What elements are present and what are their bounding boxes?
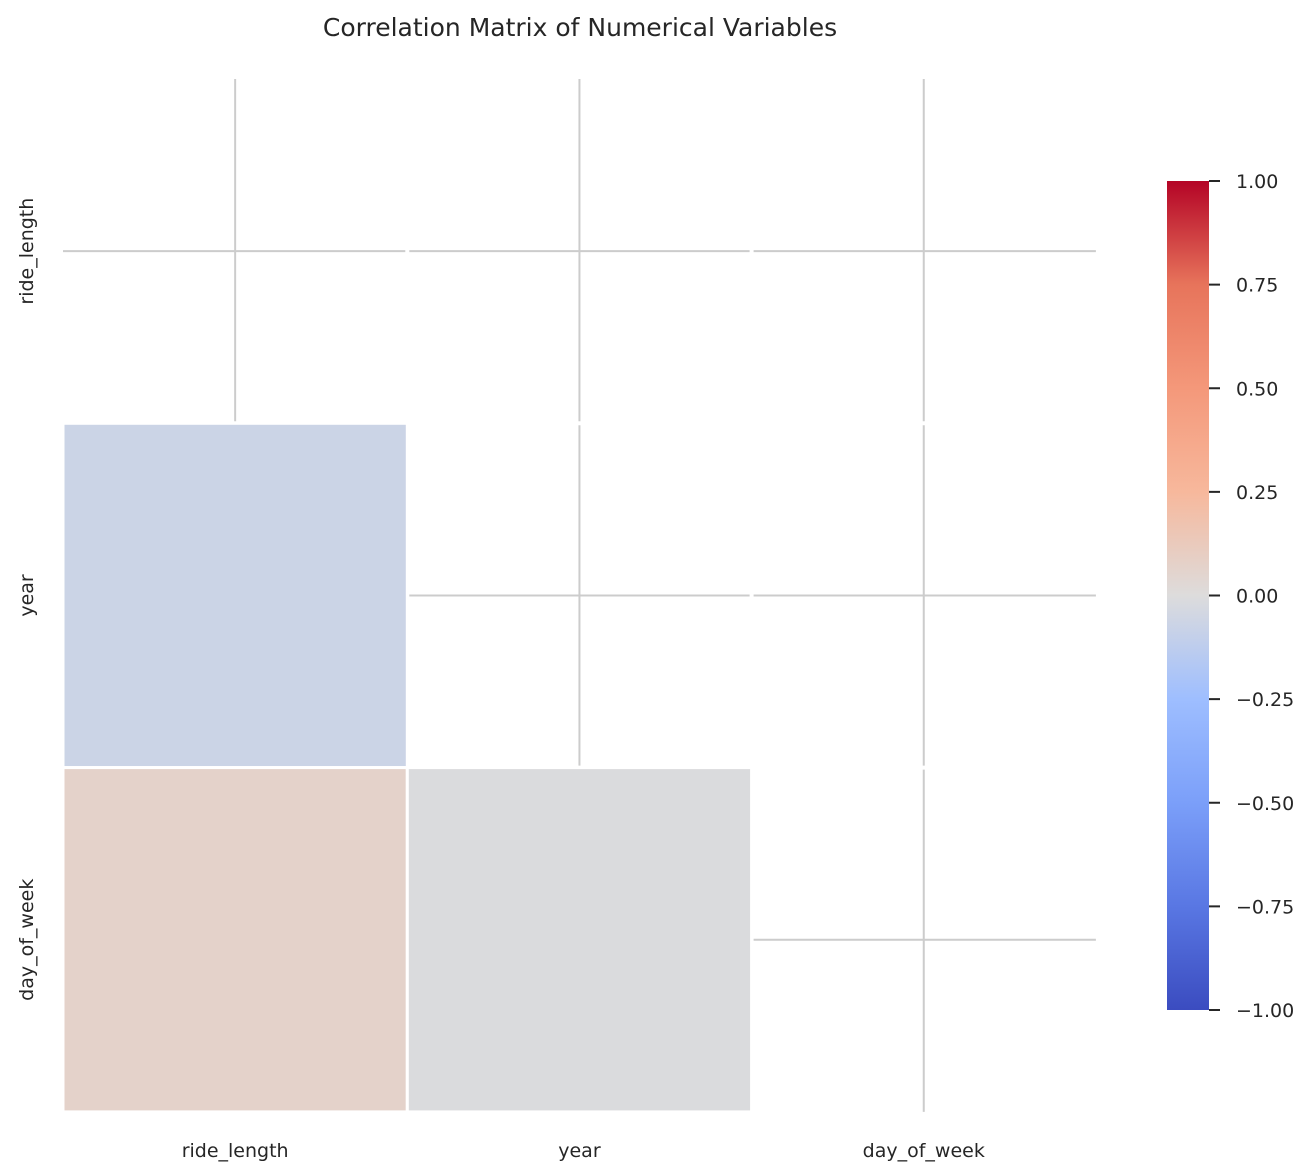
x-tick-labels: ride_length year day_of_week: [182, 1140, 985, 1162]
chart-title: Correlation Matrix of Numerical Variable…: [323, 13, 837, 42]
x-tick-label: year: [558, 1140, 601, 1162]
colorbar-tick-label: 1.00: [1236, 171, 1278, 193]
colorbar-gradient: [1167, 181, 1209, 1010]
colorbar-tick-label: −0.25: [1236, 689, 1294, 711]
heatmap-cell-year-ride_length: [61, 421, 409, 770]
y-tick-label: ride_length: [16, 198, 38, 305]
colorbar-tick-label: −1.00: [1236, 1000, 1294, 1022]
x-tick-label: ride_length: [182, 1140, 289, 1162]
heatmap-cell-day_of_week-ride_length: [61, 766, 409, 1114]
colorbar: 1.00 0.75 0.50 0.25 0.00 −0.25 −0.50 −0.75 −1.00: [1167, 171, 1294, 1022]
x-tick-label: day_of_week: [863, 1140, 985, 1162]
colorbar-tick-label: 0.50: [1236, 378, 1278, 400]
heatmap-cells: [61, 421, 754, 1114]
y-tick-label: day_of_week: [16, 879, 38, 1001]
heatmap-cell-day_of_week-year: [405, 766, 754, 1114]
colorbar-tick-label: 0.75: [1236, 275, 1278, 297]
colorbar-tick-label: −0.75: [1236, 896, 1294, 918]
y-tick-label: year: [16, 574, 38, 617]
colorbar-tick-label: −0.50: [1236, 793, 1294, 815]
colorbar-ticks: 1.00 0.75 0.50 0.25 0.00 −0.25 −0.50 −0.75 −1.00: [1209, 171, 1294, 1022]
colorbar-tick-label: 0.00: [1236, 586, 1278, 608]
colorbar-tick-label: 0.25: [1236, 482, 1278, 504]
